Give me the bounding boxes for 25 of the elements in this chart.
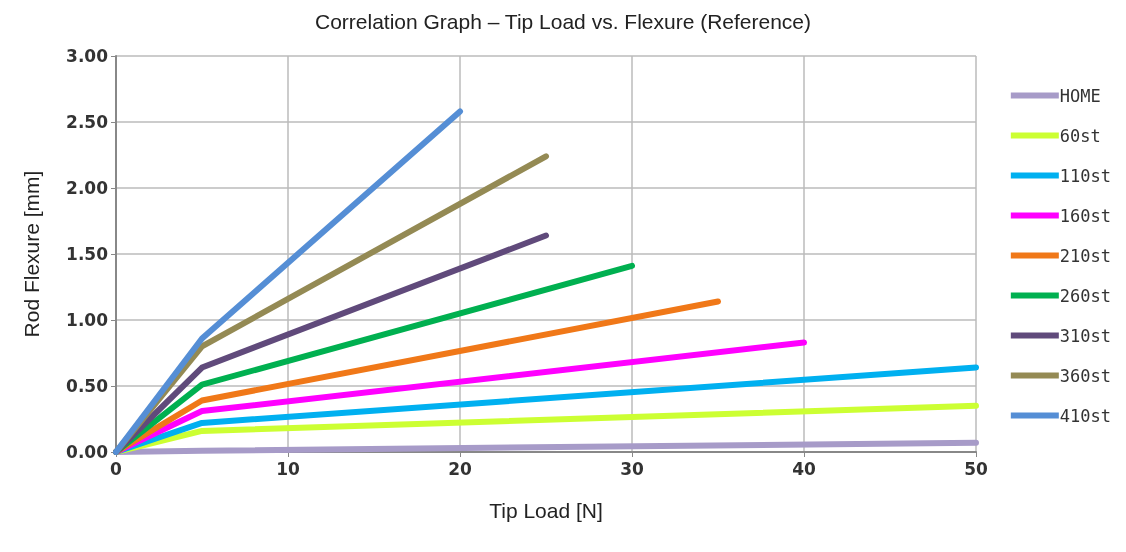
y-axis-title: Rod Flexure [mm] <box>20 170 43 338</box>
x-tick-label: 40 <box>792 458 816 479</box>
y-tick-label: 2.50 <box>66 112 109 132</box>
legend-label: 160st <box>1059 205 1112 226</box>
legend-label: 60st <box>1059 125 1101 146</box>
x-tick-label: 0 <box>110 458 123 479</box>
y-tick-label: 3.00 <box>66 46 109 66</box>
x-axis-title: Tip Load [N] <box>489 499 603 522</box>
legend-label: 360st <box>1059 365 1112 386</box>
y-tick-label: 0.50 <box>66 376 109 396</box>
x-tick-label: 30 <box>620 458 644 479</box>
x-tick-label: 50 <box>964 458 988 479</box>
x-tick-label: 10 <box>276 458 300 479</box>
legend-label: HOME <box>1059 85 1101 106</box>
y-tick-label: 0.00 <box>66 442 109 462</box>
y-tick-label: 1.00 <box>66 310 109 330</box>
legend-label: 260st <box>1059 285 1112 306</box>
y-tick-label: 1.50 <box>66 244 109 264</box>
legend-label: 210st <box>1059 245 1112 266</box>
legend-label: 410st <box>1059 405 1112 426</box>
y-tick-label: 2.00 <box>66 178 109 198</box>
legend-label: 110st <box>1059 165 1112 186</box>
x-tick-label: 20 <box>448 458 472 479</box>
legend-label: 310st <box>1059 325 1112 346</box>
chart-title: Correlation Graph – Tip Load vs. Flexure (Reference) <box>314 10 812 33</box>
